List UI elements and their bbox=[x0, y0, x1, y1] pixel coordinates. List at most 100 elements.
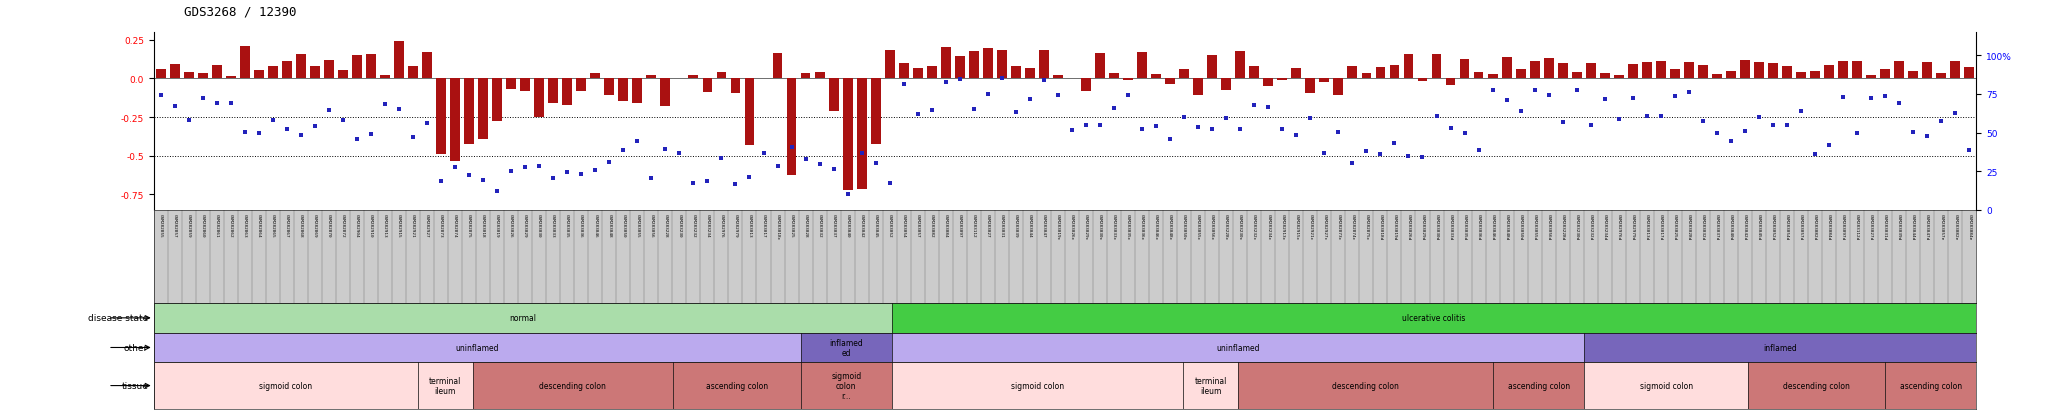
Point bbox=[1477, 88, 1509, 94]
Bar bbox=[422, 52, 432, 79]
Point bbox=[551, 169, 584, 176]
Text: GSM283232c: GSM283232c bbox=[1251, 213, 1255, 240]
Text: GSM282872: GSM282872 bbox=[340, 213, 344, 237]
Bar bbox=[1292, 69, 1300, 79]
Text: GSM282861: GSM282861 bbox=[215, 213, 219, 237]
Bar bbox=[772, 54, 782, 79]
Text: descending colon: descending colon bbox=[539, 381, 606, 390]
Bar bbox=[295, 55, 305, 79]
Text: GSM283035d: GSM283035d bbox=[1462, 213, 1466, 240]
Bar bbox=[1376, 68, 1384, 79]
Point bbox=[1925, 119, 1958, 126]
Bar bbox=[1319, 79, 1329, 83]
Text: GSM282860: GSM282860 bbox=[201, 213, 205, 237]
Bar bbox=[954, 57, 965, 79]
Point bbox=[1069, 122, 1102, 129]
Point bbox=[143, 93, 176, 100]
Point bbox=[1630, 114, 1663, 120]
Point bbox=[1882, 100, 1915, 107]
Text: GSM283031d: GSM283031d bbox=[1884, 213, 1886, 240]
Bar bbox=[1796, 73, 1806, 79]
Bar bbox=[1530, 62, 1540, 79]
Point bbox=[1532, 92, 1565, 99]
Bar bbox=[688, 76, 698, 79]
Point bbox=[860, 160, 893, 167]
Point bbox=[565, 171, 598, 178]
Text: sigmoid
colon
r...: sigmoid colon r... bbox=[831, 371, 862, 401]
Text: GSM283029d: GSM283029d bbox=[1421, 213, 1425, 240]
Text: GSM282873c: GSM282873c bbox=[1337, 213, 1339, 240]
Point bbox=[369, 101, 401, 108]
Text: GSM283040: GSM283040 bbox=[846, 213, 850, 237]
Point bbox=[508, 164, 541, 171]
Point bbox=[1841, 130, 1874, 137]
Bar bbox=[1081, 79, 1092, 92]
Bar bbox=[170, 64, 180, 79]
Bar bbox=[211, 66, 221, 79]
Bar bbox=[1614, 76, 1624, 79]
Text: tissue: tissue bbox=[121, 381, 147, 390]
Point bbox=[664, 150, 696, 157]
Bar bbox=[815, 73, 825, 79]
Text: GSM283033: GSM283033 bbox=[551, 213, 555, 237]
Bar bbox=[1866, 76, 1876, 79]
Point bbox=[1153, 136, 1186, 142]
Text: GSM282913c: GSM282913c bbox=[1280, 213, 1284, 240]
Bar bbox=[1657, 62, 1665, 79]
Point bbox=[1182, 125, 1214, 131]
Text: GSM282979d: GSM282979d bbox=[1630, 213, 1634, 240]
Bar bbox=[1909, 72, 1919, 79]
Text: GSM282874c: GSM282874c bbox=[1350, 213, 1354, 240]
Point bbox=[1546, 119, 1579, 126]
Point bbox=[1434, 125, 1466, 132]
Bar bbox=[590, 74, 600, 79]
Text: GSM283042: GSM283042 bbox=[860, 213, 864, 237]
Point bbox=[999, 110, 1032, 116]
Bar bbox=[1642, 63, 1653, 79]
Point bbox=[313, 107, 346, 114]
Bar bbox=[1221, 79, 1231, 91]
Bar bbox=[1235, 52, 1245, 79]
Point bbox=[1419, 114, 1452, 120]
Bar bbox=[520, 79, 530, 92]
Text: GSM283036d: GSM283036d bbox=[1477, 213, 1481, 240]
Point bbox=[1251, 104, 1284, 111]
Bar bbox=[381, 75, 389, 79]
Point bbox=[985, 76, 1018, 83]
Bar bbox=[154, 303, 891, 333]
Point bbox=[496, 169, 528, 175]
Bar bbox=[891, 303, 1976, 333]
Point bbox=[1309, 151, 1341, 157]
Text: GSM283036: GSM283036 bbox=[580, 213, 584, 237]
Bar bbox=[1053, 76, 1063, 79]
Bar bbox=[731, 79, 741, 94]
Text: GSM283018d: GSM283018d bbox=[1378, 213, 1382, 240]
Point bbox=[705, 155, 737, 162]
Text: GSM283032: GSM283032 bbox=[817, 213, 821, 237]
Point bbox=[1098, 105, 1130, 112]
Point bbox=[1139, 124, 1171, 131]
Text: uninflamed: uninflamed bbox=[455, 343, 500, 352]
Bar bbox=[575, 79, 586, 92]
Text: GSM283052d: GSM283052d bbox=[1772, 213, 1776, 240]
Text: inflamed: inflamed bbox=[1763, 343, 1798, 352]
Bar bbox=[199, 74, 207, 79]
Text: GSM282904: GSM282904 bbox=[354, 213, 358, 237]
Text: GSM283048d: GSM283048d bbox=[1505, 213, 1509, 240]
Bar bbox=[1585, 64, 1595, 79]
Bar bbox=[1501, 58, 1511, 79]
Point bbox=[1954, 147, 1987, 154]
Text: terminal
ileum: terminal ileum bbox=[1194, 376, 1227, 395]
Bar bbox=[1782, 67, 1792, 79]
Bar bbox=[659, 79, 670, 107]
Bar bbox=[408, 66, 418, 79]
Text: ulcerative colitis: ulcerative colitis bbox=[1403, 313, 1466, 323]
Bar bbox=[451, 79, 461, 161]
Point bbox=[1266, 127, 1298, 133]
Text: GSM283019: GSM283019 bbox=[496, 213, 500, 237]
Text: GSM283232: GSM283232 bbox=[692, 213, 696, 237]
Point bbox=[1729, 129, 1761, 135]
Text: GSM283097: GSM283097 bbox=[958, 213, 963, 237]
Point bbox=[201, 100, 233, 107]
Text: GSM283050c: GSM283050c bbox=[1182, 213, 1186, 240]
